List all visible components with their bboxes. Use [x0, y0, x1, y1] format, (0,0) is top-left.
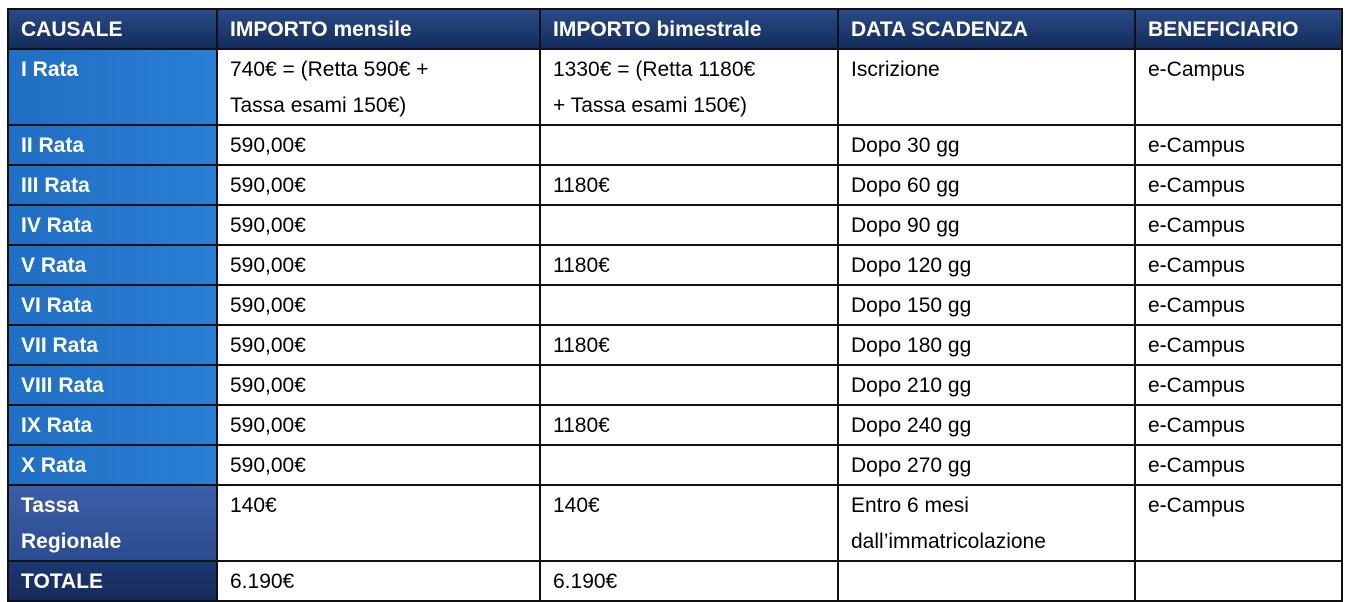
table-cell: 590,00€ [216, 444, 541, 486]
row-label: I Rata [7, 48, 218, 126]
table-cell: Entro 6 mesi dall’immatricolazione [837, 484, 1136, 562]
table-cell: Dopo 90 gg [837, 204, 1136, 246]
table-cell [1134, 560, 1343, 602]
table-row: VII Rata 590,00€ 1180€ Dopo 180 gg e-Campus [7, 324, 1343, 366]
table-row: X Rata 590,00€ Dopo 270 gg e-Campus [7, 444, 1343, 486]
table-cell: e-Campus [1134, 404, 1343, 446]
row-label: VI Rata [7, 284, 218, 326]
table-row: I Rata 740€ = (Retta 590€ + Tassa esami 15… [7, 48, 1343, 126]
table-cell: 590,00€ [216, 364, 541, 406]
table-body: I Rata 740€ = (Retta 590€ + Tassa esami 15… [7, 48, 1343, 602]
table-row: IV Rata 590,00€ Dopo 90 gg e-Campus [7, 204, 1343, 246]
header-cell: CAUSALE [7, 8, 218, 50]
row-label: II Rata [7, 124, 218, 166]
cell-line: Tassa [21, 494, 79, 517]
fee-table: CAUSALE IMPORTO mensile IMPORTO bimestrale… [7, 8, 1343, 602]
table-cell: e-Campus [1134, 124, 1343, 166]
row-label: III Rata [7, 164, 218, 206]
table-row: IX Rata 590,00€ 1180€ Dopo 240 gg e-Campus [7, 404, 1343, 446]
header-cell: BENEFICIARIO [1134, 8, 1343, 50]
table-cell: 1180€ [539, 404, 839, 446]
table-row: II Rata 590,00€ Dopo 30 gg e-Campus [7, 124, 1343, 166]
table-cell: 590,00€ [216, 204, 541, 246]
table-cell [539, 444, 839, 486]
table-cell: e-Campus [1134, 324, 1343, 366]
table-cell: 1180€ [539, 244, 839, 286]
cell-line: Regionale [21, 530, 122, 553]
table-cell: Dopo 150 gg [837, 284, 1136, 326]
table-cell: e-Campus [1134, 444, 1343, 486]
table-cell [539, 204, 839, 246]
cell-line: 1330€ = (Retta 1180€ [553, 58, 756, 81]
table-cell: e-Campus [1134, 48, 1343, 126]
table-cell: Dopo 120 gg [837, 244, 1136, 286]
table-cell: 1180€ [539, 164, 839, 206]
table-cell: 590,00€ [216, 324, 541, 366]
table-row: VIII Rata 590,00€ Dopo 210 gg e-Campus [7, 364, 1343, 406]
cell-line: dall’immatricolazione [851, 530, 1046, 553]
table-cell: Dopo 30 gg [837, 124, 1136, 166]
table-cell: Dopo 270 gg [837, 444, 1136, 486]
table-cell: 140€ [216, 484, 541, 562]
table-cell: e-Campus [1134, 204, 1343, 246]
header-row: CAUSALE IMPORTO mensile IMPORTO bimestrale… [7, 8, 1343, 50]
table-cell: e-Campus [1134, 364, 1343, 406]
header-cell: DATA SCADENZA [837, 8, 1136, 50]
table-cell: e-Campus [1134, 484, 1343, 562]
row-label: IV Rata [7, 204, 218, 246]
table-cell: Iscrizione [837, 48, 1136, 126]
table-row: VI Rata 590,00€ Dopo 150 gg e-Campus [7, 284, 1343, 326]
table-cell: 6.190€ [216, 560, 541, 602]
table-row: III Rata 590,00€ 1180€ Dopo 60 gg e-Campus [7, 164, 1343, 206]
table-cell: e-Campus [1134, 244, 1343, 286]
table-cell: Dopo 240 gg [837, 404, 1136, 446]
cell-line: Entro 6 mesi [851, 494, 969, 517]
table-cell: 6.190€ [539, 560, 839, 602]
cell-line: + Tassa esami 150€) [553, 94, 747, 117]
table-cell: 590,00€ [216, 284, 541, 326]
header-cell: IMPORTO bimestrale [539, 8, 839, 50]
table-cell: Dopo 180 gg [837, 324, 1136, 366]
table-cell: 590,00€ [216, 124, 541, 166]
row-label: VIII Rata [7, 364, 218, 406]
table-cell: 1180€ [539, 324, 839, 366]
table-cell: 590,00€ [216, 244, 541, 286]
table-row: TOTALE 6.190€ 6.190€ [7, 560, 1343, 602]
row-label: X Rata [7, 444, 218, 486]
cell-line: Tassa esami 150€) [230, 94, 407, 117]
table-cell: 740€ = (Retta 590€ + Tassa esami 150€) [216, 48, 541, 126]
table-row: V Rata 590,00€ 1180€ Dopo 120 gg e-Campus [7, 244, 1343, 286]
row-label: TOTALE [7, 560, 218, 602]
row-label: Tassa Regionale [7, 484, 218, 562]
table-cell: Dopo 60 gg [837, 164, 1136, 206]
row-label: IX Rata [7, 404, 218, 446]
table-cell: e-Campus [1134, 164, 1343, 206]
table-cell [539, 364, 839, 406]
table-cell [837, 560, 1136, 602]
table-cell: Dopo 210 gg [837, 364, 1136, 406]
table-cell: 590,00€ [216, 164, 541, 206]
row-label: V Rata [7, 244, 218, 286]
cell-line: 740€ = (Retta 590€ + [230, 58, 429, 81]
table-cell [539, 284, 839, 326]
table-cell: 590,00€ [216, 404, 541, 446]
table-cell: e-Campus [1134, 284, 1343, 326]
table-cell [539, 124, 839, 166]
table-cell: 1330€ = (Retta 1180€ + Tassa esami 150€) [539, 48, 839, 126]
header-cell: IMPORTO mensile [216, 8, 541, 50]
row-label: VII Rata [7, 324, 218, 366]
table-row: Tassa Regionale 140€ 140€ Entro 6 mesi dall’i… [7, 484, 1343, 562]
table-cell: 140€ [539, 484, 839, 562]
